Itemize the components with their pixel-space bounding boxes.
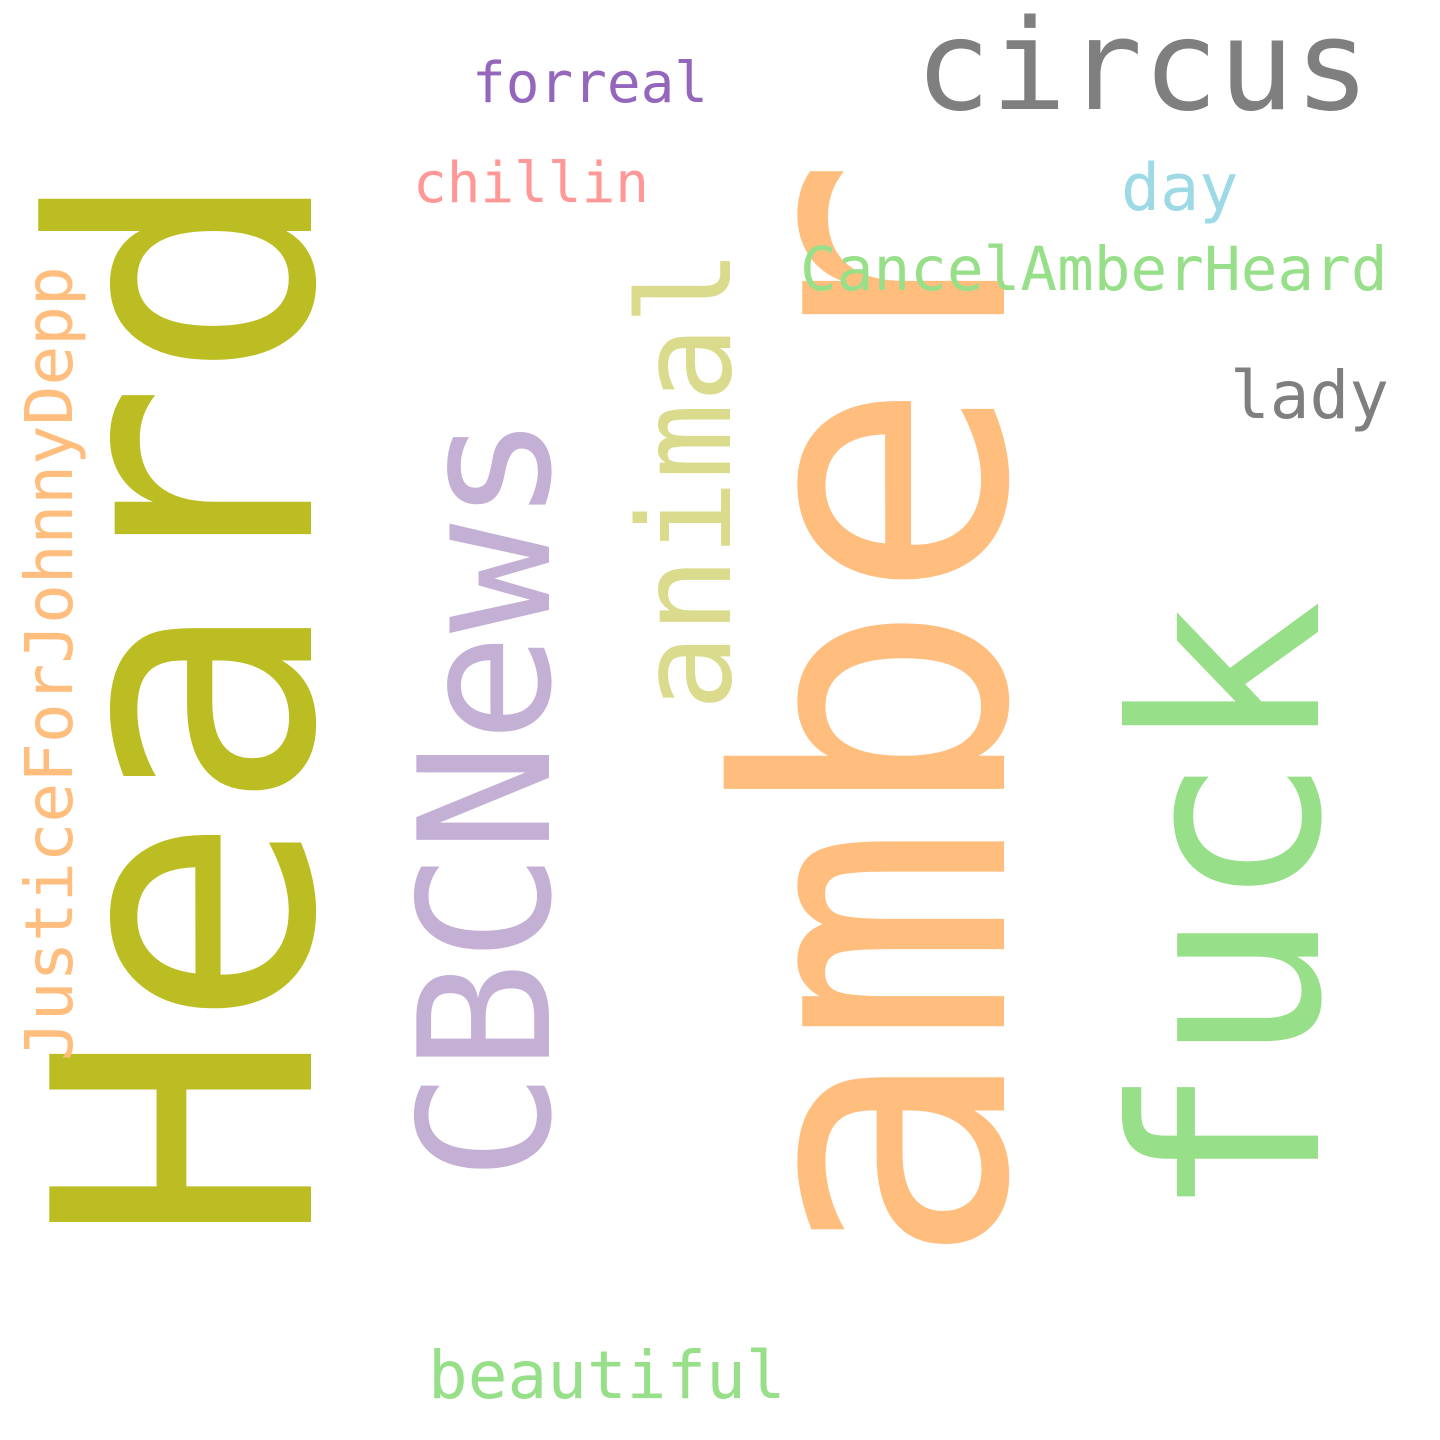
word-day: day (1121, 151, 1239, 226)
word-fuck: fuck (1079, 599, 1379, 1221)
word-beautiful: beautiful (428, 1337, 786, 1414)
word-circus: circus (915, 0, 1371, 139)
word-justicefor: JusticeForJohnnyDepp (11, 266, 88, 1061)
word-animal: animal (612, 248, 761, 711)
word-cancel: CancelAmberHeard (800, 234, 1388, 305)
word-lady: lady (1230, 357, 1389, 434)
word-forreal: forreal (472, 51, 709, 116)
word-cbcnews: CBCNews (380, 413, 592, 1181)
word-chillin: chillin (413, 151, 650, 216)
